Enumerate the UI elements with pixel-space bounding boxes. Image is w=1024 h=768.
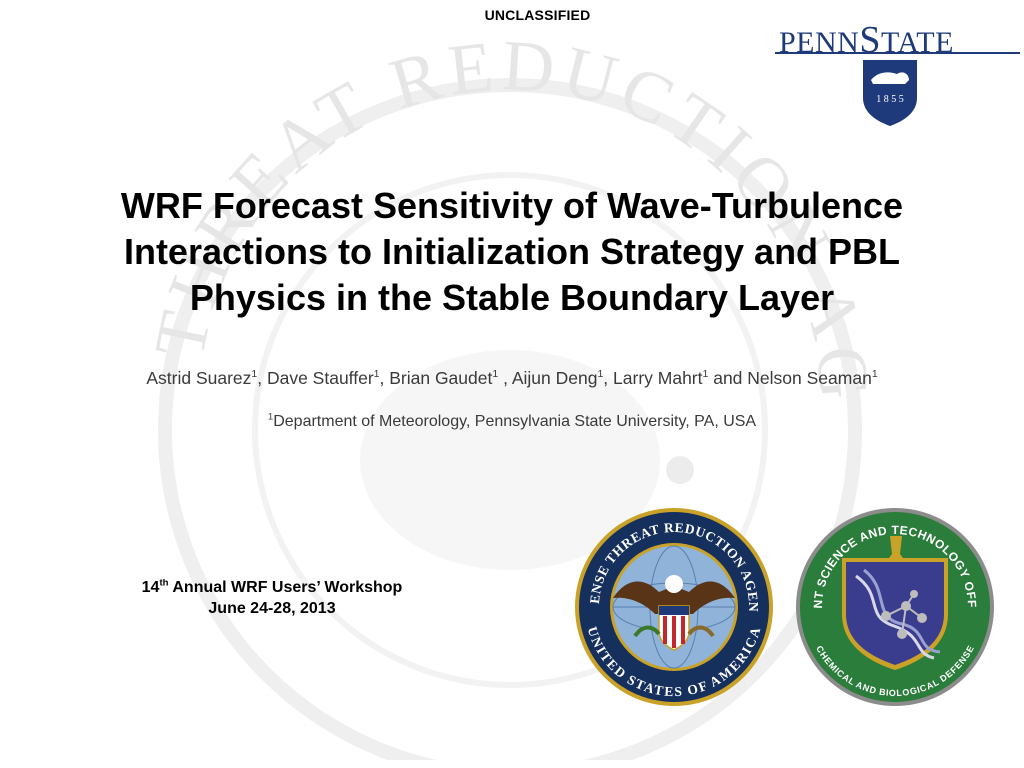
author: Brian Gaudet1 , [389, 368, 512, 388]
slide-title: WRF Forecast Sensitivity of Wave-Turbule… [30, 183, 994, 321]
dtra-seal-icon: DEFENSE THREAT REDUCTION AGENCY UNITED S… [573, 506, 773, 706]
author: Dave Stauffer1, [266, 368, 390, 388]
workshop-name: 14th Annual WRF Users’ Workshop [141, 577, 403, 596]
author: Nelson Seaman1 [747, 368, 878, 388]
jsto-seal-icon: JOINT SCIENCE AND TECHNOLOGY OFFICE CHEM… [794, 506, 994, 706]
classification-banner: UNCLASSIFIED [484, 7, 591, 23]
affiliation: 1Department of Meteorology, Pennsylvania… [10, 411, 1014, 431]
pennstate-year: 1 8 5 5 [876, 94, 904, 105]
title-line-1: WRF Forecast Sensitivity of Wave-Turbule… [120, 185, 904, 226]
pennstate-rule [775, 52, 1020, 54]
pennstate-logo: PENNSTATE 1 8 5 5 [775, 18, 1020, 128]
workshop-dates: June 24-28, 2013 [208, 600, 336, 617]
author: Astrid Suarez1, [146, 368, 267, 388]
author: Larry Mahrt1 and [613, 368, 748, 388]
title-line-2: Interactions to Initialization Strategy … [123, 231, 901, 272]
pennstate-wordmark: PENNSTATE [779, 19, 954, 61]
pennstate-shield-icon: 1 8 5 5 [863, 60, 917, 126]
affiliation-text: Department of Meteorology, Pennsylvania … [273, 413, 757, 430]
author-list: Astrid Suarez1, Dave Stauffer1, Brian Ga… [10, 368, 1014, 389]
author: Aijun Deng1, [511, 368, 614, 388]
title-line-3: Physics in the Stable Boundary Layer [189, 277, 835, 318]
affiliation-sup: 1 [267, 411, 274, 423]
workshop-info: 14th Annual WRF Users’ Workshop June 24-… [92, 577, 452, 619]
dtra-watermark: THREAT REDUCTION AGENCY [120, 40, 879, 760]
